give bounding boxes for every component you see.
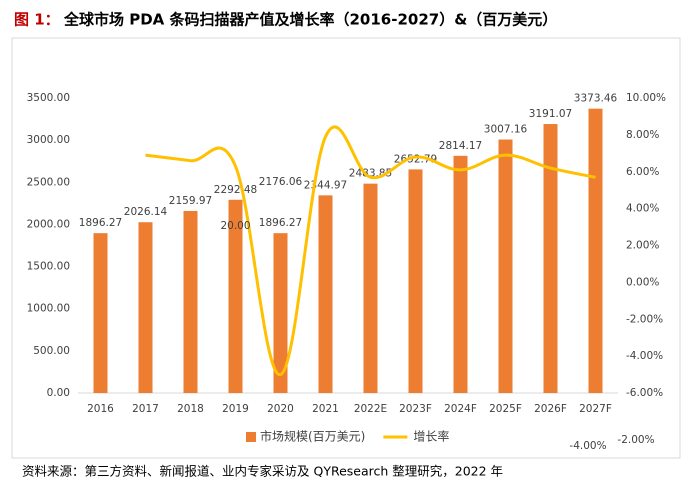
x-tick-label: 2024F xyxy=(444,403,477,415)
y2-tick-label: 2.00% xyxy=(626,240,659,252)
bar xyxy=(498,139,513,393)
y-tick-label: 2500.00 xyxy=(27,176,70,188)
annotation: 20.00 xyxy=(220,220,250,232)
bar-value-label: 2026.14 xyxy=(124,206,168,218)
bar xyxy=(318,195,333,393)
x-tick-label: 2022E xyxy=(354,403,387,415)
y2-tick-label: 8.00% xyxy=(626,129,659,141)
x-tick-label: 2025F xyxy=(489,403,522,415)
bar-value-label: 1896.27 xyxy=(79,217,122,229)
x-tick-label: 2026F xyxy=(534,403,567,415)
bar xyxy=(543,124,558,393)
bar xyxy=(138,222,153,393)
growth-line xyxy=(145,125,596,377)
bar xyxy=(273,233,288,393)
bar-value-label: 3191.07 xyxy=(529,108,572,120)
y-tick-label: 1000.00 xyxy=(27,303,70,315)
bar-value-label: 2292.48 xyxy=(214,184,257,196)
bar xyxy=(93,233,108,393)
figure-label: 图 1： xyxy=(14,11,60,29)
bar xyxy=(453,155,468,393)
bar xyxy=(228,199,243,393)
y2-tick-label: -2.00% xyxy=(626,313,663,325)
x-tick-label: 2021 xyxy=(312,403,339,415)
annotation: -4.00% xyxy=(569,440,606,452)
source-note: 资料来源：第三方资料、新闻报道、业内专家采访及 QYResearch 整理研究，… xyxy=(22,464,503,479)
x-tick-label: 2020 xyxy=(267,403,294,415)
y2-tick-label: -6.00% xyxy=(626,387,663,399)
annotation: -2.00% xyxy=(617,434,654,446)
chart-title: 全球市场 PDA 条码扫描器产值及增长率（2016-2027）&（百万美元） xyxy=(63,11,557,29)
y2-tick-label: 10.00% xyxy=(626,92,666,104)
y2-tick-label: 4.00% xyxy=(626,203,659,215)
bar xyxy=(183,210,198,393)
bar-value-label: 3007.16 xyxy=(484,124,528,136)
x-tick-label: 2017 xyxy=(132,403,159,415)
x-tick-label: 2027F xyxy=(579,403,612,415)
y-tick-label: 3500.00 xyxy=(27,92,70,104)
bar-value-label: 2814.17 xyxy=(439,140,482,152)
legend-label: 增长率 xyxy=(413,429,449,444)
x-tick-label: 2016 xyxy=(87,403,114,415)
bar-value-label: 2159.97 xyxy=(169,195,212,207)
legend-label: 市场规模(百万美元) xyxy=(260,429,365,444)
annotation: 2176.06 xyxy=(259,176,303,188)
bar xyxy=(588,108,603,393)
y-tick-label: 2000.00 xyxy=(27,218,70,230)
y2-tick-label: -4.00% xyxy=(626,350,663,362)
y2-tick-label: 6.00% xyxy=(626,166,659,178)
y2-tick-label: 0.00% xyxy=(626,276,659,288)
x-tick-label: 2019 xyxy=(222,403,249,415)
bar-value-label: 1896.27 xyxy=(259,217,302,229)
y-tick-label: 3000.00 xyxy=(27,134,70,146)
x-tick-label: 2023F xyxy=(399,403,432,415)
bar-value-label: 2344.97 xyxy=(304,179,347,191)
y-tick-label: 500.00 xyxy=(33,345,70,357)
bar xyxy=(408,169,423,393)
chart-frame xyxy=(11,37,681,459)
bar xyxy=(363,183,378,393)
y-tick-label: 1500.00 xyxy=(27,261,70,273)
bar-value-label: 3373.46 xyxy=(574,93,618,105)
y-tick-label: 0.00 xyxy=(47,387,70,399)
x-tick-label: 2018 xyxy=(177,403,204,415)
legend-swatch xyxy=(246,432,256,442)
